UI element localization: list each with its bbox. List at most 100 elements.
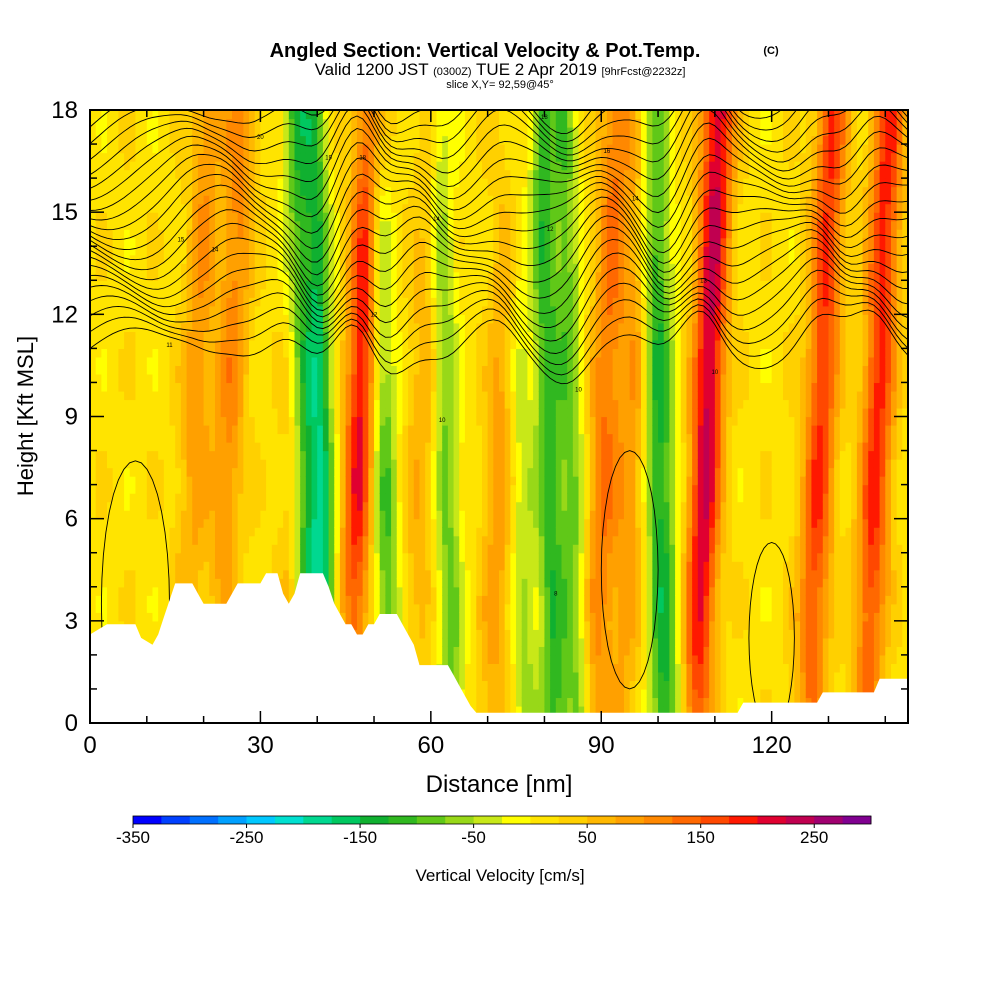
velocity-cell [112,382,119,392]
velocity-cell [345,263,352,273]
velocity-cell [214,493,222,503]
velocity-cell [408,229,415,239]
velocity-cell [232,476,239,486]
velocity-cell [118,271,125,281]
velocity-cell [158,110,165,120]
velocity-cell [459,527,466,537]
velocity-cell [192,476,199,486]
velocity-cell [186,356,193,367]
velocity-cell [135,356,142,367]
velocity-cell [169,246,176,256]
velocity-cell [288,254,296,264]
velocity-cell [396,442,404,452]
velocity-cell [124,203,131,213]
velocity-cell [220,442,227,452]
velocity-cell [163,280,171,290]
velocity-cell [345,552,352,562]
velocity-cell [328,476,335,486]
velocity-cell [328,586,335,596]
velocity-cell [95,382,102,392]
velocity-cell [152,390,159,401]
velocity-cell [220,110,227,120]
velocity-cell [402,416,409,426]
velocity-cell [163,297,171,307]
velocity-cell [339,442,347,452]
velocity-cell [317,382,324,392]
velocity-cell [107,178,114,188]
velocity-cell [459,135,466,145]
velocity-cell [90,603,97,613]
velocity-cell [220,467,227,477]
velocity-cell [237,365,244,375]
velocity-cell [300,178,307,188]
velocity-cell [362,169,369,179]
velocity-cell [266,127,273,137]
velocity-cell [356,297,364,307]
velocity-cell [379,595,386,605]
velocity-cell [481,620,489,630]
velocity-cell [175,271,182,281]
velocity-cell [118,552,125,562]
velocity-cell [197,510,205,520]
velocity-cell [209,246,216,256]
velocity-cell [220,186,227,196]
velocity-cell [101,305,108,315]
velocity-cell [322,365,330,375]
velocity-cell [379,552,386,562]
velocity-cell [95,161,102,171]
velocity-cell [271,356,279,367]
velocity-cell [368,169,375,179]
velocity-cell [152,586,159,596]
velocity-cell [294,280,301,290]
velocity-cell [90,297,97,307]
velocity-cell [146,484,154,494]
velocity-cell [470,552,477,562]
velocity-cell [328,373,335,384]
velocity-cell [243,178,250,188]
velocity-cell [453,663,460,673]
velocity-cell [209,178,216,188]
velocity-cell [476,425,483,435]
velocity-cell [402,220,409,230]
velocity-cell [277,425,284,435]
velocity-cell [459,356,466,367]
velocity-cell [180,263,188,273]
velocity-cell [476,280,483,290]
velocity-cell [175,348,182,358]
velocity-cell [453,476,460,486]
velocity-cell [453,186,460,196]
velocity-cell [402,314,409,324]
velocity-cell [277,373,284,384]
velocity-cell [385,603,392,613]
velocity-cell [141,297,148,307]
velocity-cell [141,127,148,137]
velocity-cell [334,416,341,426]
velocity-cell [300,510,307,520]
velocity-cell [391,135,398,145]
velocity-cell [425,654,432,664]
velocity-cell [266,365,273,375]
velocity-cell [345,186,352,196]
velocity-cell [180,442,188,452]
velocity-cell [402,493,409,503]
velocity-cell [220,297,227,307]
velocity-cell [112,518,119,528]
velocity-cell [101,586,108,596]
velocity-cell [294,527,301,537]
velocity-cell [152,535,159,545]
velocity-cell [317,535,324,545]
velocity-cell [436,110,443,120]
velocity-cell [254,527,262,537]
velocity-cell [135,620,142,630]
velocity-cell [459,152,466,162]
velocity-cell [288,339,296,349]
velocity-cell [453,246,460,256]
velocity-cell [425,425,432,435]
velocity-cell [101,195,108,205]
velocity-cell [158,118,165,128]
velocity-cell [476,271,483,281]
velocity-cell [305,229,313,239]
velocity-cell [220,178,227,188]
velocity-cell [328,535,335,545]
velocity-cell [419,493,426,503]
